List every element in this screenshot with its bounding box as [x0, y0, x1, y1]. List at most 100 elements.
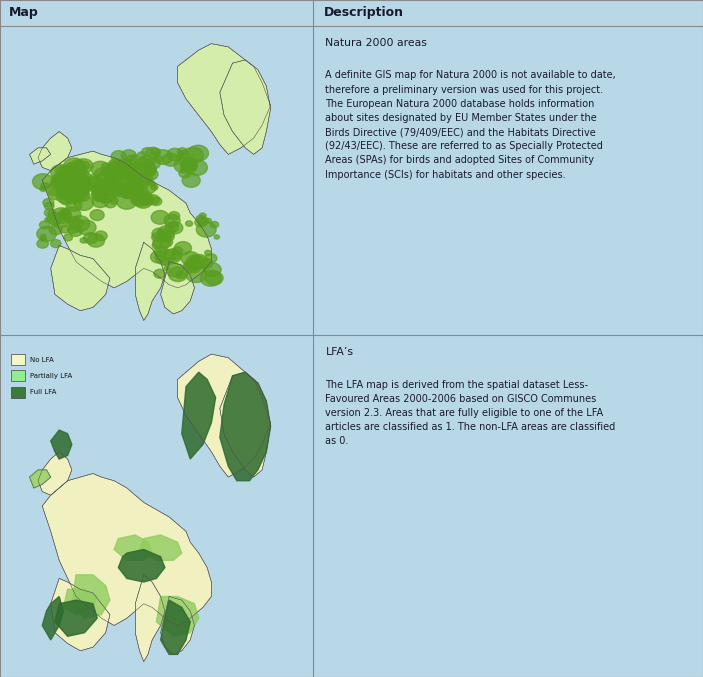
- Circle shape: [196, 222, 216, 237]
- Circle shape: [120, 167, 124, 170]
- Circle shape: [140, 163, 156, 175]
- Circle shape: [124, 165, 141, 177]
- Circle shape: [69, 165, 84, 176]
- Polygon shape: [220, 372, 271, 481]
- Circle shape: [60, 212, 68, 219]
- Circle shape: [37, 226, 56, 242]
- Circle shape: [137, 179, 156, 194]
- Circle shape: [64, 184, 71, 190]
- Bar: [11, 354, 25, 365]
- Circle shape: [69, 225, 82, 236]
- Circle shape: [185, 262, 194, 269]
- Circle shape: [46, 183, 63, 196]
- Circle shape: [92, 188, 109, 202]
- Circle shape: [174, 242, 191, 255]
- Circle shape: [59, 182, 79, 198]
- Circle shape: [76, 174, 85, 181]
- Circle shape: [169, 267, 187, 282]
- Circle shape: [84, 233, 98, 244]
- Circle shape: [94, 168, 112, 181]
- Circle shape: [70, 194, 83, 203]
- Circle shape: [96, 196, 102, 202]
- Circle shape: [102, 167, 115, 177]
- Circle shape: [133, 162, 141, 169]
- Circle shape: [138, 173, 153, 185]
- Circle shape: [135, 157, 149, 168]
- Circle shape: [74, 167, 81, 172]
- Bar: [11, 387, 25, 397]
- Circle shape: [47, 213, 62, 225]
- Circle shape: [93, 187, 105, 196]
- Circle shape: [150, 183, 155, 187]
- Circle shape: [101, 177, 121, 193]
- Polygon shape: [178, 354, 271, 477]
- Circle shape: [167, 148, 183, 160]
- Circle shape: [64, 158, 84, 174]
- Circle shape: [155, 249, 175, 265]
- Polygon shape: [42, 151, 212, 288]
- Circle shape: [102, 163, 111, 171]
- Circle shape: [117, 159, 138, 175]
- Polygon shape: [182, 372, 216, 459]
- Circle shape: [59, 177, 70, 185]
- Circle shape: [67, 191, 76, 198]
- Circle shape: [44, 209, 55, 217]
- Circle shape: [92, 185, 103, 194]
- Text: Full LFA: Full LFA: [30, 389, 56, 395]
- Polygon shape: [135, 575, 165, 661]
- Circle shape: [147, 181, 152, 185]
- Circle shape: [77, 184, 90, 194]
- Circle shape: [65, 188, 75, 196]
- Circle shape: [91, 161, 110, 176]
- Circle shape: [63, 171, 77, 181]
- Circle shape: [187, 160, 207, 175]
- Circle shape: [51, 165, 71, 180]
- Circle shape: [122, 181, 141, 195]
- Circle shape: [71, 178, 91, 193]
- Circle shape: [59, 192, 68, 199]
- Circle shape: [129, 175, 143, 185]
- Circle shape: [158, 226, 174, 238]
- Circle shape: [181, 252, 200, 265]
- Circle shape: [143, 165, 150, 170]
- Circle shape: [128, 185, 148, 200]
- Circle shape: [167, 222, 183, 234]
- Circle shape: [67, 162, 77, 171]
- Circle shape: [49, 188, 64, 200]
- Circle shape: [122, 190, 133, 198]
- Circle shape: [182, 173, 200, 188]
- Circle shape: [65, 192, 72, 197]
- Polygon shape: [55, 600, 97, 636]
- Polygon shape: [72, 575, 110, 618]
- Circle shape: [119, 171, 131, 179]
- Circle shape: [60, 195, 73, 205]
- Circle shape: [164, 266, 169, 270]
- Text: Natura 2000 areas: Natura 2000 areas: [325, 38, 427, 48]
- Polygon shape: [118, 550, 165, 582]
- Polygon shape: [220, 372, 271, 477]
- Circle shape: [56, 190, 75, 203]
- Polygon shape: [114, 535, 152, 561]
- Circle shape: [189, 162, 198, 169]
- Circle shape: [157, 230, 162, 234]
- Circle shape: [61, 207, 81, 222]
- Circle shape: [121, 167, 129, 174]
- Circle shape: [143, 167, 148, 171]
- Circle shape: [74, 175, 91, 188]
- Circle shape: [205, 219, 212, 223]
- Circle shape: [101, 192, 115, 202]
- Circle shape: [43, 198, 54, 207]
- Circle shape: [174, 158, 193, 173]
- Circle shape: [75, 196, 93, 211]
- Circle shape: [104, 198, 117, 208]
- Polygon shape: [63, 589, 97, 615]
- Circle shape: [67, 171, 84, 184]
- Circle shape: [131, 154, 137, 158]
- Circle shape: [151, 211, 169, 224]
- Circle shape: [81, 173, 86, 177]
- Circle shape: [181, 161, 197, 173]
- Circle shape: [69, 163, 86, 177]
- Polygon shape: [38, 131, 72, 171]
- Circle shape: [51, 240, 61, 248]
- Circle shape: [146, 158, 160, 169]
